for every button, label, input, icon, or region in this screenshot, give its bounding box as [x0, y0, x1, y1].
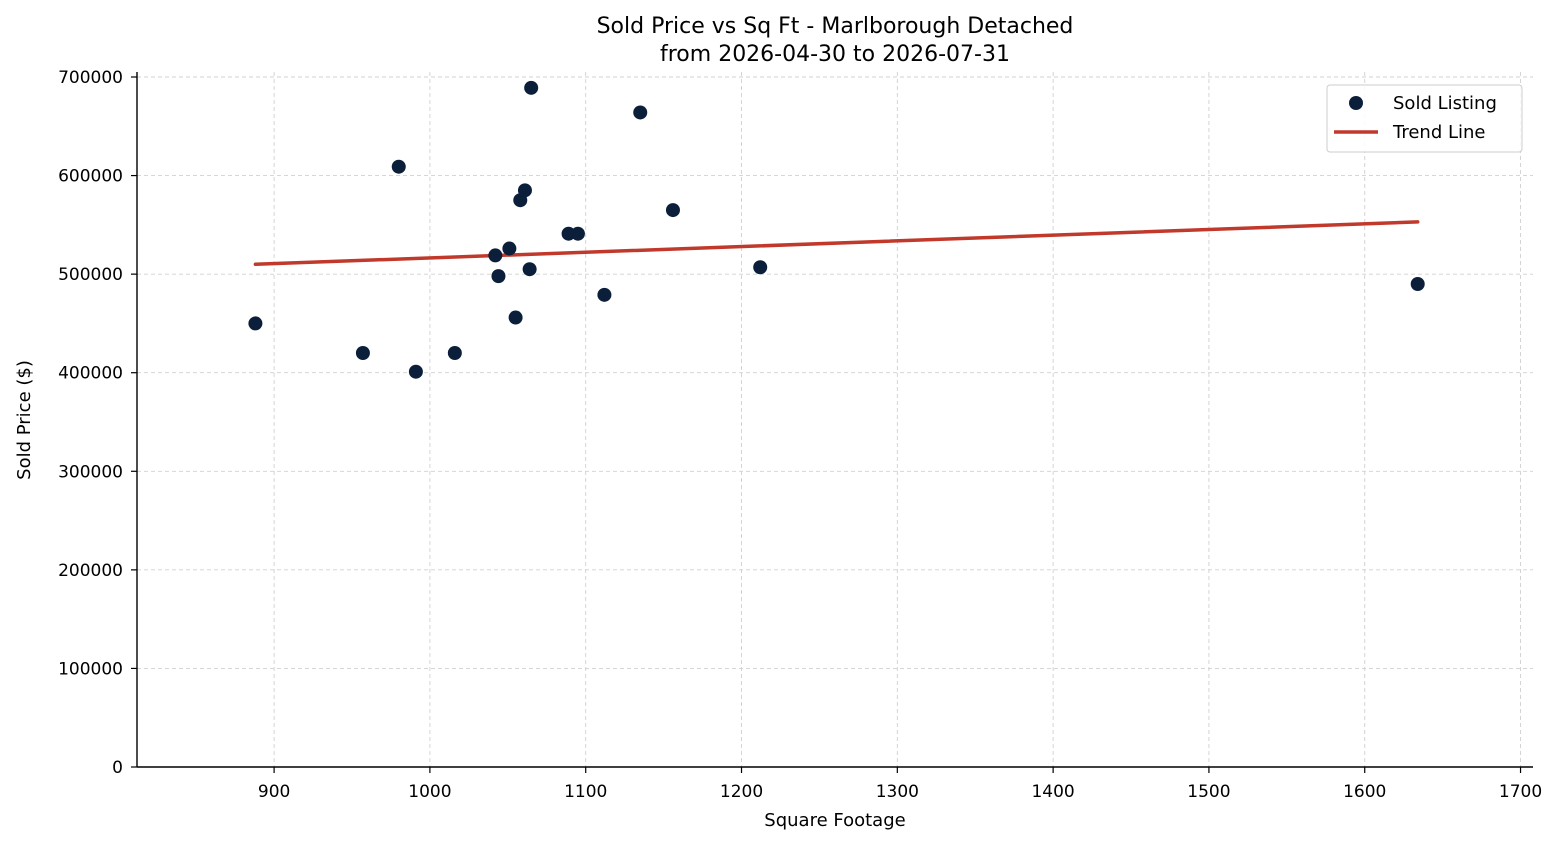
x-axis-ticks: 900 1000 1100 1200 1300 1400 1500 1600 1700: [258, 767, 1542, 802]
data-point: [522, 262, 537, 277]
trend-line: [253, 220, 1420, 267]
y-axis-ticks: 0 100000 200000 300000 400000 500000 600000 700…: [58, 68, 137, 778]
x-tick-label: 1300: [876, 782, 919, 802]
x-tick-label: 900: [258, 782, 290, 802]
y-tick-label: 0: [112, 758, 123, 778]
x-tick-label: 1000: [408, 782, 451, 802]
data-point: [508, 310, 523, 325]
x-tick-label: 1600: [1343, 782, 1386, 802]
data-point: [524, 80, 539, 95]
legend-label-sold-listing: Sold Listing: [1393, 93, 1497, 114]
y-tick-label: 200000: [58, 561, 123, 581]
grid-lines: [137, 72, 1533, 768]
y-tick-label: 600000: [58, 167, 123, 187]
legend: Sold Listing Trend Line: [1326, 84, 1523, 153]
data-point: [391, 159, 406, 174]
data-point: [488, 248, 503, 263]
data-point: [502, 241, 517, 256]
y-axis-label: Sold Price ($): [14, 360, 35, 480]
trend-line-series: [253, 220, 1420, 267]
x-tick-label: 1500: [1187, 782, 1230, 802]
x-tick-label: 1100: [564, 782, 607, 802]
data-point: [355, 346, 370, 360]
data-point: [447, 346, 462, 360]
data-point: [597, 287, 612, 302]
data-point: [517, 183, 532, 198]
legend-marker-sold-listing: [1349, 96, 1363, 110]
chart-subtitle: from 2026-04-30 to 2026-07-31: [660, 42, 1010, 67]
data-point: [633, 105, 648, 120]
data-point: [408, 364, 423, 379]
chart-title: Sold Price vs Sq Ft - Marlborough Detach…: [597, 14, 1074, 39]
x-tick-label: 1200: [720, 782, 763, 802]
sold-listing-series: [248, 80, 1425, 379]
x-tick-label: 1400: [1031, 782, 1074, 802]
data-point: [248, 316, 263, 331]
x-axis-label: Square Footage: [764, 810, 905, 831]
data-point: [491, 269, 506, 284]
data-point: [665, 203, 680, 218]
legend-label-trend-line: Trend Line: [1392, 122, 1486, 143]
y-tick-label: 500000: [58, 265, 123, 285]
y-tick-label: 300000: [58, 462, 123, 482]
data-point: [1410, 277, 1425, 291]
y-tick-label: 100000: [58, 659, 123, 679]
data-point: [570, 226, 585, 241]
data-point: [753, 260, 768, 275]
y-tick-label: 400000: [58, 364, 123, 384]
legend-box: [1326, 84, 1523, 153]
x-tick-label: 1700: [1499, 782, 1542, 802]
y-tick-label: 700000: [58, 68, 123, 88]
